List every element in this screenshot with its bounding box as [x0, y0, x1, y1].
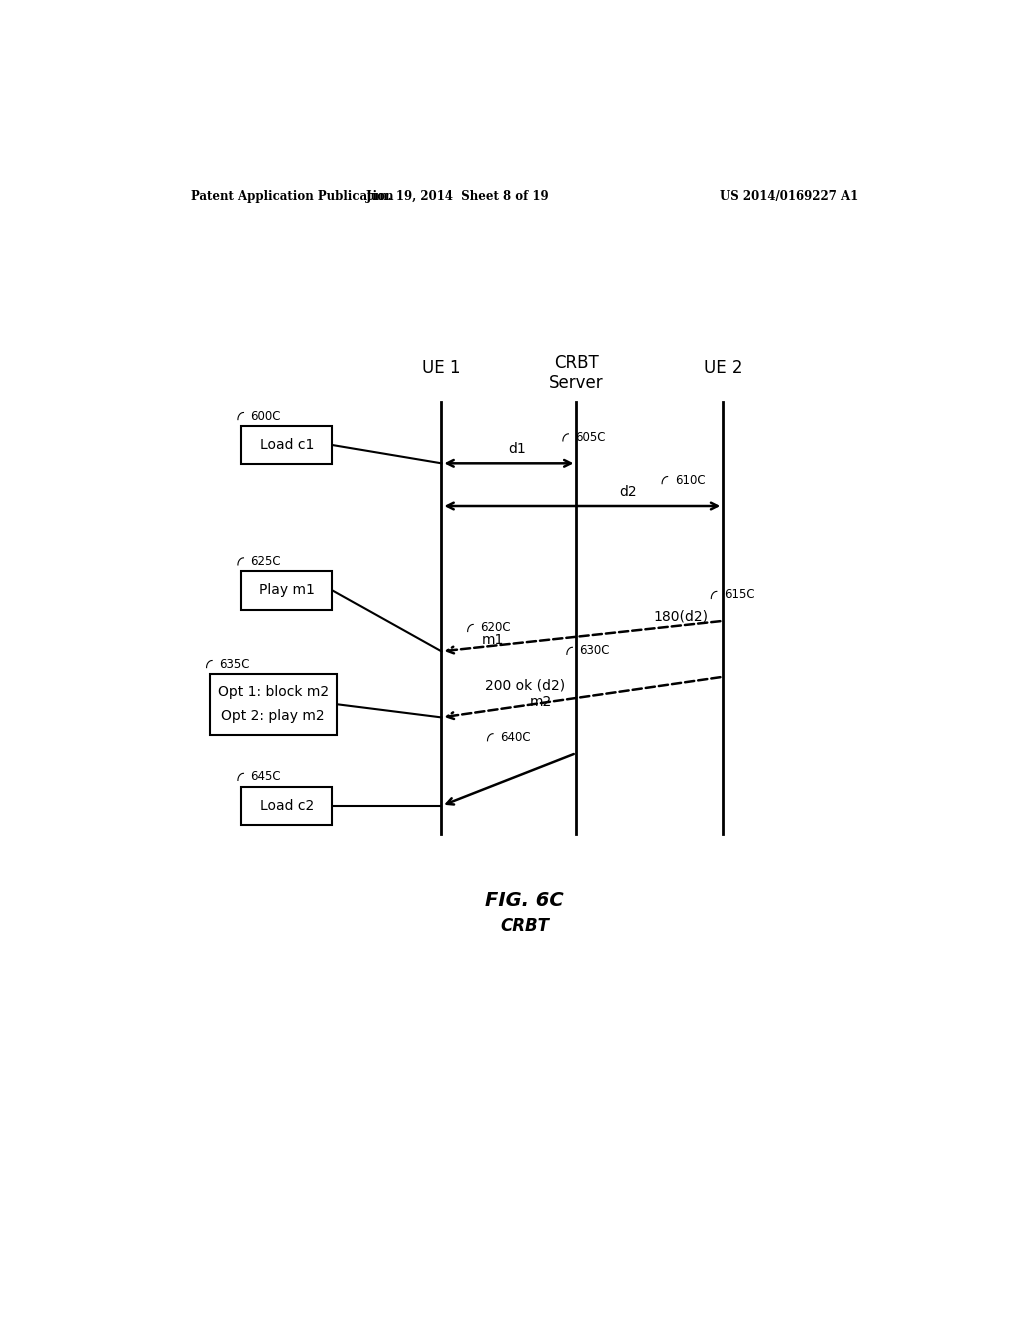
Text: UE 2: UE 2 — [703, 359, 742, 378]
Text: d2: d2 — [620, 484, 637, 499]
Text: m1: m1 — [482, 632, 504, 647]
Bar — [241, 426, 333, 465]
Text: Opt 2: play m2: Opt 2: play m2 — [221, 709, 325, 723]
Text: d1: d1 — [508, 442, 525, 457]
Text: 625C: 625C — [251, 554, 282, 568]
Text: 615C: 615C — [724, 589, 755, 602]
Bar — [241, 572, 333, 610]
Bar — [210, 673, 337, 735]
Text: Play m1: Play m1 — [259, 583, 314, 598]
Text: Opt 1: block m2: Opt 1: block m2 — [218, 685, 329, 700]
Text: Server: Server — [549, 374, 604, 392]
Text: CRBT: CRBT — [501, 917, 549, 935]
Text: Load c1: Load c1 — [259, 438, 314, 451]
Text: Patent Application Publication: Patent Application Publication — [191, 190, 394, 202]
Text: Jun. 19, 2014  Sheet 8 of 19: Jun. 19, 2014 Sheet 8 of 19 — [366, 190, 549, 202]
Text: 630C: 630C — [580, 644, 610, 657]
Text: US 2014/0169227 A1: US 2014/0169227 A1 — [720, 190, 858, 202]
Text: 200 ok (d2): 200 ok (d2) — [484, 678, 565, 692]
Text: Load c2: Load c2 — [260, 799, 313, 813]
Bar — [241, 787, 333, 825]
Text: 610C: 610C — [675, 474, 706, 487]
Text: 605C: 605C — [575, 430, 606, 444]
Text: 180(d2): 180(d2) — [653, 610, 709, 623]
Text: m2: m2 — [529, 696, 552, 709]
Text: 620C: 620C — [480, 622, 511, 635]
Text: 640C: 640C — [500, 731, 530, 743]
Text: CRBT: CRBT — [554, 354, 599, 372]
Text: 600C: 600C — [251, 409, 282, 422]
Text: 645C: 645C — [251, 771, 282, 783]
Text: 635C: 635C — [219, 657, 250, 671]
Text: FIG. 6C: FIG. 6C — [485, 891, 564, 909]
Text: UE 1: UE 1 — [422, 359, 461, 378]
